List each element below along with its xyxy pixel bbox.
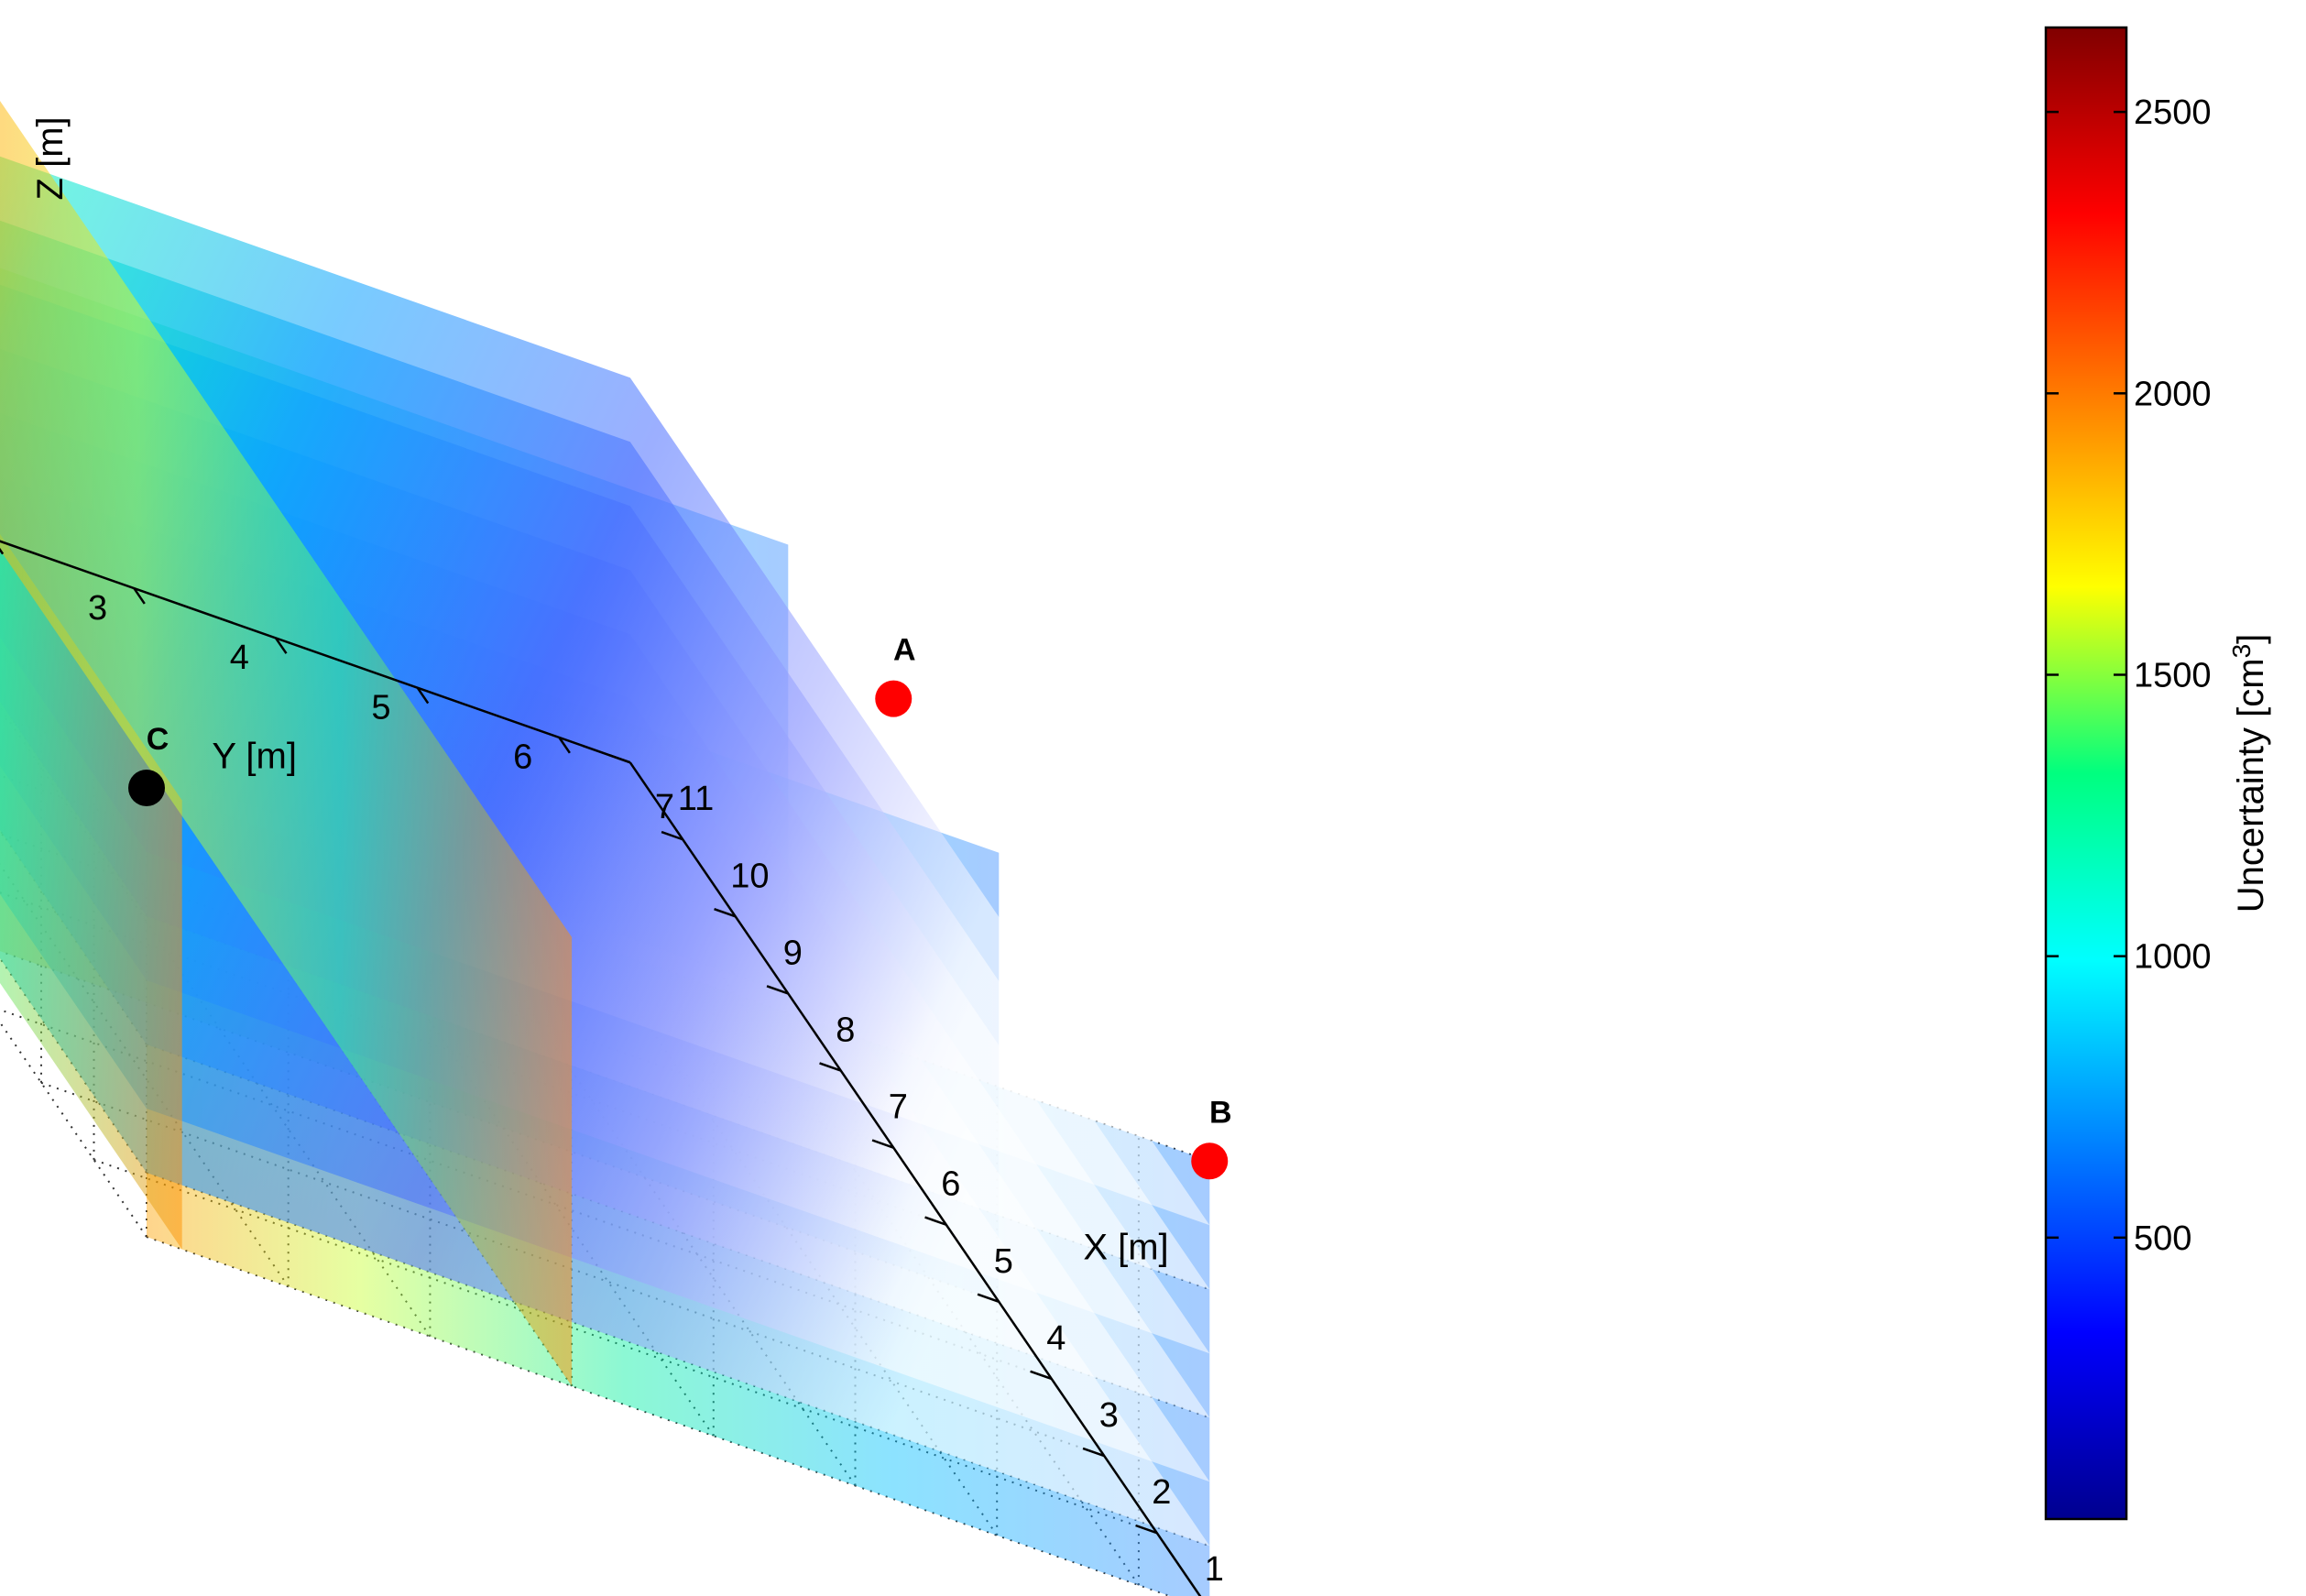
x-tick-mark [1082,1447,1105,1458]
y-tick-label: 3 [88,589,107,628]
z-axis-label: Z [m] [30,116,71,200]
x-tick-label: 9 [783,934,803,972]
slice-plane-y [0,533,182,1250]
y-tick-label: 5 [371,688,390,727]
x-tick-mark [661,830,683,841]
x-tick-mark [819,1062,842,1072]
x-tick-label: 4 [1046,1319,1066,1358]
x-tick-mark [924,1216,947,1226]
x-tick-label: 10 [730,857,769,895]
y-tick-mark [558,737,571,754]
x-tick-label: 8 [836,1011,855,1049]
slice-plane-y [0,101,573,1386]
colorbar-tick-label: 500 [2134,1219,2191,1258]
slice-planes [0,101,1210,1596]
x-tick-label: 2 [1152,1473,1171,1512]
x-tick-label: 1 [1205,1550,1224,1589]
x-tick-label: 6 [941,1165,960,1204]
x-tick-mark [608,753,631,764]
x-tick-label: 11 [678,780,714,818]
x-tick-label: 5 [994,1242,1013,1281]
colorbar-tick-label: 2000 [2134,375,2212,413]
y-tick-mark [274,637,288,654]
point-marker-c [128,770,165,806]
slice-plane-z [0,156,1210,1226]
y-tick-label: 7 [655,788,674,826]
y-axis-line [0,540,631,764]
x-tick-mark [714,908,737,918]
point-label-a: A [893,633,916,668]
x-axis-line [628,761,1202,1596]
point-marker-b [1191,1142,1229,1180]
colorbar-label-suffix: ] [2231,634,2271,644]
colorbar-tick-label: 1000 [2134,938,2212,977]
x-tick-label: 7 [889,1088,908,1127]
colorbar-label-superscript: 3 [2227,644,2256,659]
x-tick-mark [1135,1524,1158,1535]
x-tick-mark [766,985,789,995]
colorbar: 500 1000 1500 2000 2500 Uncertainty [cm3] [2044,26,2271,1521]
x-tick-mark [871,1139,894,1149]
point-label-c: C [147,722,169,757]
y-tick-mark [133,587,146,605]
x-axis-label: X [m] [1083,1228,1168,1268]
x-tick-label: 3 [1099,1396,1119,1435]
point-marker-a [875,680,913,717]
x-tick-mark [977,1293,1000,1304]
y-tick-label: 4 [230,639,249,677]
colorbar-tick-label: 2500 [2134,93,2212,132]
colorbar-label: Uncertainty [cm3] [2227,634,2271,913]
point-label-b: B [1209,1095,1232,1130]
colorbar-tick-label: 1500 [2134,656,2212,694]
colorbar-bar [2044,26,2128,1521]
y-axis-label: Y [m] [212,737,297,777]
y-tick-mark [0,547,5,555]
y-tick-mark [416,686,430,705]
colorbar-label-text: Uncertainty [cm [2231,658,2271,913]
axes: 012345670123456789101112340Y [m]X [m]Z [… [0,116,1224,1596]
marked-points: ABCD [128,633,1232,1180]
x-tick-mark [1030,1370,1053,1381]
y-tick-label: 6 [513,738,532,777]
